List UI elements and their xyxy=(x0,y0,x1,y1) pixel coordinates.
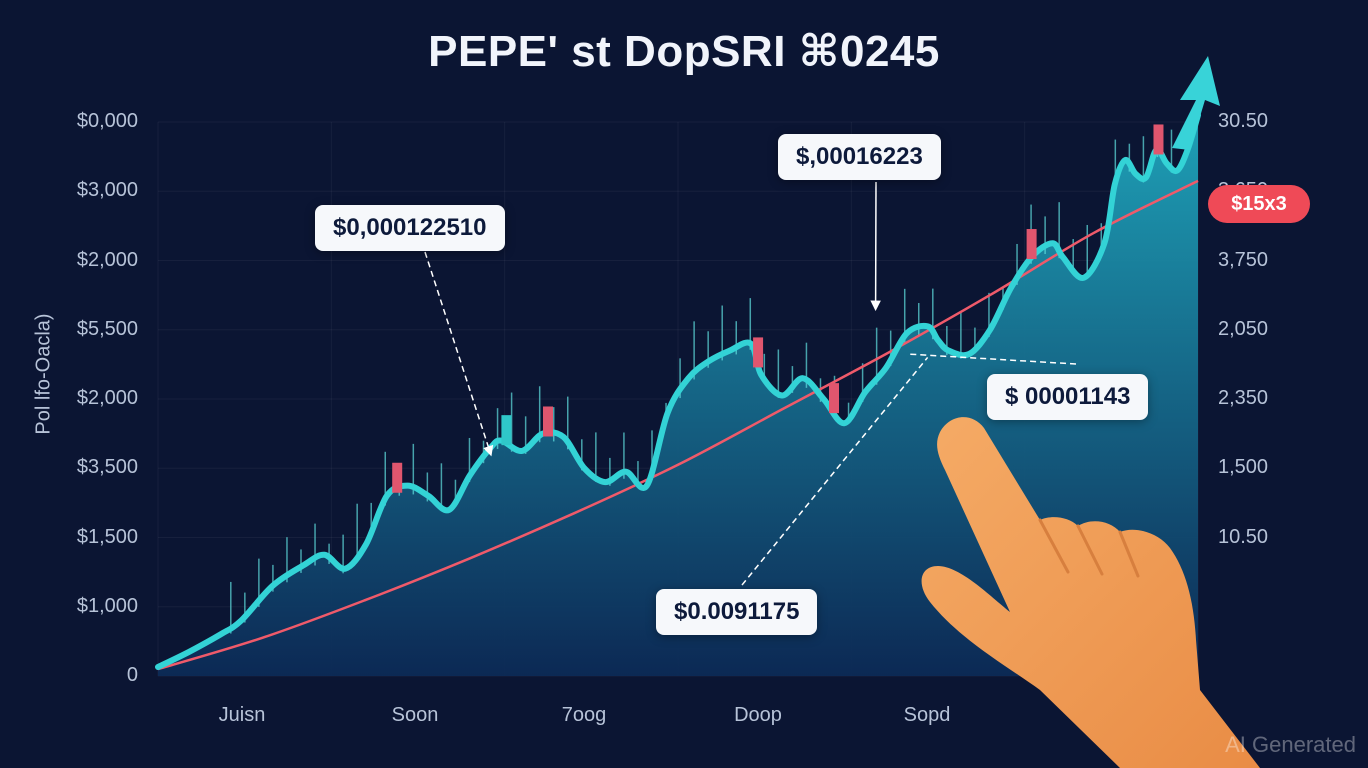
callout-leader-line xyxy=(741,356,929,586)
candle xyxy=(753,337,764,368)
y-tick-label: $5,500 xyxy=(76,317,138,340)
candle xyxy=(501,415,512,446)
callout-price-3: $ 00001143 xyxy=(987,374,1149,420)
callout-price-1: $0,000122510 xyxy=(315,205,505,251)
callout-leader-line xyxy=(424,251,494,457)
candle xyxy=(392,462,403,493)
callout-leader-line xyxy=(906,353,1077,365)
y-tick-label: 0 xyxy=(126,664,138,686)
y-tick-label: $2,000 xyxy=(76,248,138,271)
candle xyxy=(543,406,553,437)
y-tick-label-right: 10.50 xyxy=(1218,525,1269,548)
x-tick-label: Juisn xyxy=(218,704,266,726)
y-tick-label: $0,000 xyxy=(76,110,138,132)
y-tick-label: $3,500 xyxy=(76,456,138,479)
candles xyxy=(392,124,1164,493)
x-tick-label: Soon xyxy=(391,704,439,726)
y-tick-label-right: 1,500 xyxy=(1218,456,1269,479)
callout-price-2: $,00016223 xyxy=(778,134,941,180)
candle xyxy=(1026,229,1037,260)
candle xyxy=(829,383,839,414)
y-tick-label: $1,500 xyxy=(76,525,138,548)
candle xyxy=(1153,124,1164,155)
trend-arrow-icon xyxy=(1172,56,1220,150)
y-tick-label: $2,000 xyxy=(76,387,138,409)
y-tick-label: $3,000 xyxy=(76,179,138,202)
chart-title: PEPE' st DopSRI ⌘0245 xyxy=(428,27,940,76)
x-tick-label: 7oog xyxy=(561,704,607,726)
callout-leaders xyxy=(424,181,1077,586)
y-tick-label-right: 2,050 xyxy=(1218,317,1269,340)
y-tick-label-right: 3,750 xyxy=(1218,248,1269,271)
x-tick-label: Sopd xyxy=(903,704,951,726)
callout-price-4: $0.0091175 xyxy=(656,589,818,635)
trend-line xyxy=(157,179,1199,671)
x-tick-label: Doop xyxy=(734,704,782,726)
pointing-hand-icon xyxy=(921,417,1260,768)
watermark: AI Generated xyxy=(1225,732,1356,757)
y-tick-label-right: 2,350 xyxy=(1218,387,1269,409)
y-tick-label: $1,000 xyxy=(76,594,138,617)
current-price-tag: $15x3 xyxy=(1208,185,1310,223)
y-tick-label-right: 30.50 xyxy=(1218,110,1269,132)
